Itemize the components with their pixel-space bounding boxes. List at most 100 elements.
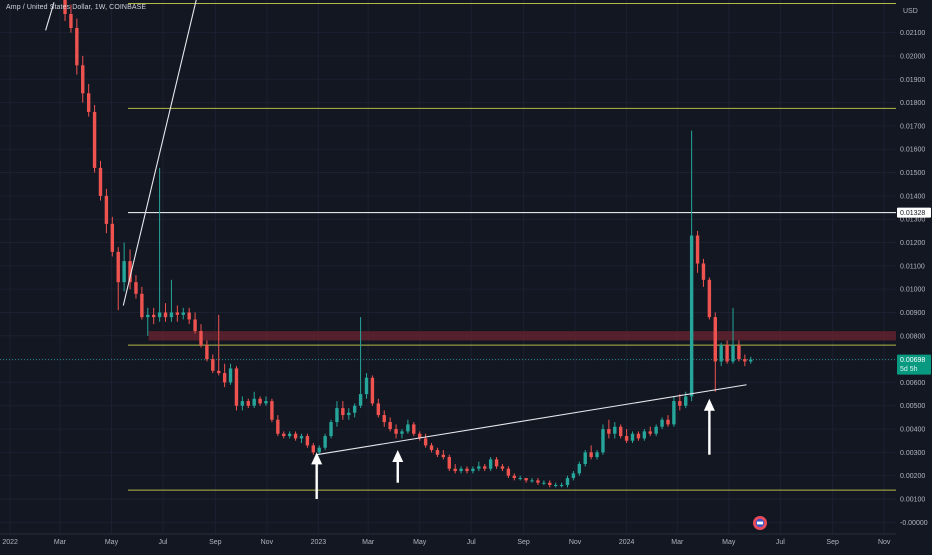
zone-layer — [148, 331, 897, 341]
candle-body — [542, 482, 546, 484]
trend-line — [122, 0, 197, 306]
candle — [75, 18, 79, 75]
candle — [299, 433, 304, 444]
price-tick-label: 0.00900 — [900, 310, 925, 317]
candle — [571, 471, 576, 481]
candle-body — [305, 436, 310, 446]
candle-body — [689, 235, 694, 397]
candle-body — [211, 359, 215, 371]
candle — [228, 363, 233, 385]
arrow-up-icon — [703, 398, 715, 455]
candle — [276, 415, 280, 437]
candle-body — [518, 478, 522, 480]
candle-body — [400, 431, 404, 434]
candle-body — [418, 433, 422, 439]
candle-body — [494, 459, 499, 467]
price-tick-label: 0.00500 — [900, 403, 925, 410]
candle-body — [293, 433, 298, 439]
price-tick-label: 0.01200 — [900, 240, 925, 247]
candle-body — [743, 359, 747, 362]
candle — [81, 55, 85, 103]
candle — [181, 307, 185, 320]
time-tick-label: Sep — [826, 539, 839, 546]
candle — [311, 443, 316, 455]
candle-body — [453, 468, 457, 472]
candle-body — [648, 431, 652, 434]
candle — [666, 415, 670, 427]
candle-body — [335, 408, 339, 423]
candle-body — [435, 450, 440, 455]
flag-icon[interactable] — [753, 516, 767, 530]
candle-body — [707, 279, 712, 318]
candle-body — [465, 468, 469, 472]
candle — [376, 398, 381, 418]
candle — [264, 396, 268, 406]
candle-body — [98, 167, 103, 196]
candle — [654, 424, 658, 437]
candle — [128, 249, 132, 290]
candle — [471, 466, 475, 474]
current-price-label: 0.00698 — [900, 357, 925, 364]
currency-label[interactable]: USD — [903, 8, 918, 15]
candle — [737, 340, 741, 362]
candle — [116, 247, 120, 311]
candle-body — [488, 459, 493, 469]
price-tick-label: 0.00300 — [900, 450, 925, 457]
candle-body — [459, 468, 463, 472]
candle — [577, 461, 582, 476]
candle — [63, 0, 67, 21]
candle-body — [500, 466, 505, 469]
candle — [323, 433, 327, 451]
candle — [601, 424, 605, 455]
candle — [447, 454, 451, 472]
candle — [636, 431, 641, 441]
trend-line — [45, 2, 55, 31]
candle-body — [423, 438, 428, 446]
candle — [293, 431, 298, 441]
candle-body — [565, 478, 570, 486]
candle-body — [317, 447, 321, 453]
candle — [678, 394, 682, 411]
price-badges: 0.01328 0.00698 5d 5h — [897, 207, 931, 375]
candle-body — [559, 485, 564, 487]
candle-body — [441, 454, 446, 458]
candle-body — [719, 345, 723, 362]
candle — [441, 450, 446, 460]
price-tick-label: 0.01400 — [900, 193, 925, 200]
candle-body — [630, 433, 635, 441]
price-axis[interactable]: USD 0.02100 0.02000 0.01900 0.01800 0.01700 0… — [896, 0, 932, 534]
candle — [695, 230, 700, 273]
candle — [86, 83, 91, 117]
candle-body — [228, 368, 233, 383]
candle-body — [394, 429, 398, 434]
time-tick-label: Mar — [362, 539, 375, 546]
candle-body — [69, 13, 73, 28]
candle — [217, 314, 221, 376]
price-tick-label: 0.00400 — [900, 427, 925, 434]
candle-body — [234, 368, 239, 406]
candle — [388, 417, 392, 432]
time-axis[interactable]: 2022 Mar May Jul Sep Nov 2023 Mar May Jul Sep Nov 20… — [0, 533, 932, 550]
candle-body — [299, 436, 304, 439]
candle — [352, 403, 357, 418]
candle-body — [607, 429, 611, 434]
candle-body — [222, 373, 227, 383]
time-tick-label: 2023 — [311, 539, 327, 546]
price-tick-label: 0.01800 — [900, 100, 925, 107]
time-tick-label: Jul — [776, 539, 785, 546]
candle — [317, 445, 321, 455]
candle-body — [199, 331, 203, 346]
candle — [205, 340, 209, 362]
price-tick-label: 0.01100 — [900, 263, 925, 270]
candle-body — [536, 480, 540, 483]
candle — [477, 461, 481, 472]
candle-body — [737, 345, 741, 360]
candle-body — [63, 0, 67, 14]
candle — [583, 450, 587, 467]
candle-body — [636, 433, 641, 439]
candle — [743, 354, 747, 367]
candle-body — [618, 426, 623, 437]
price-tick-label: 0.01300 — [900, 217, 925, 224]
candle-body — [613, 426, 617, 434]
